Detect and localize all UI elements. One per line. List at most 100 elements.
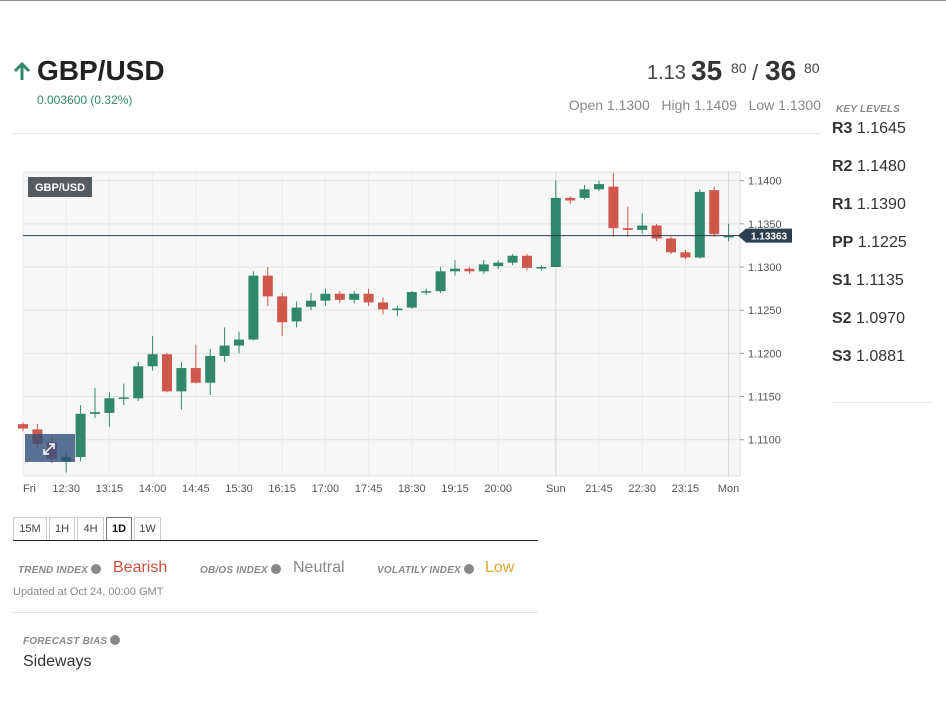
quote-fraction: 80: [731, 60, 747, 76]
candle-body: [464, 268, 475, 272]
candle-body: [363, 293, 374, 303]
quote-pips: 35: [691, 55, 723, 86]
candle-body: [219, 345, 230, 356]
index-label: VOLATILY INDEX: [377, 564, 474, 576]
level-label: S1: [832, 272, 852, 289]
timeframe-button[interactable]: 4H: [77, 517, 104, 541]
change: 0.003600 (0.32%): [37, 93, 133, 107]
candle-body: [104, 398, 115, 413]
candle-body: [147, 354, 158, 367]
x-tick-label: 17:00: [312, 483, 340, 495]
x-tick-label: 23:15: [672, 483, 700, 495]
index-label: TREND INDEX: [18, 564, 101, 576]
x-tick-label: 22:30: [628, 483, 656, 495]
candle-body: [406, 292, 417, 308]
candle-body: [694, 191, 705, 258]
candle-body: [435, 271, 446, 292]
help-icon[interactable]: [270, 564, 281, 574]
index-label-text: OB/OS INDEX: [200, 565, 268, 576]
symbol: GBP/USD: [37, 55, 165, 86]
candle-body: [723, 235, 734, 238]
x-tick-label: 12:30: [52, 483, 80, 495]
candle-body: [522, 255, 532, 268]
level-value: 1.1135: [856, 272, 904, 289]
level-label: R2: [832, 158, 853, 175]
key-level: S2 1.0970: [832, 310, 905, 328]
candle-body: [190, 368, 201, 383]
stat-label: Low: [748, 97, 775, 113]
key-level: PP 1.1225: [832, 234, 907, 252]
x-tick-label: 15:30: [225, 483, 253, 495]
level-label: S2: [832, 310, 852, 327]
y-tick-label: 1.1250: [748, 305, 782, 317]
index-value: Neutral: [293, 559, 345, 576]
index-value: Low: [485, 559, 515, 576]
y-tick-label: 1.1200: [748, 348, 782, 360]
candle-body: [565, 197, 576, 201]
index-label: OB/OS INDEX: [200, 564, 281, 576]
candle-body: [90, 412, 100, 414]
key-level: R2 1.1480: [832, 158, 906, 176]
candle-body: [306, 300, 316, 307]
level-value: 1.1225: [857, 234, 907, 251]
help-icon[interactable]: [463, 564, 474, 574]
level-value: 1.1480: [856, 158, 906, 175]
candle-body: [536, 267, 547, 269]
forecast-label: FORECAST BIAS: [23, 635, 121, 647]
y-tick-label: 1.1300: [748, 262, 782, 274]
timeframe-button[interactable]: 1D: [106, 517, 132, 541]
index-label-text: VOLATILY INDEX: [377, 565, 461, 576]
candle-body: [349, 293, 360, 300]
candle-body: [291, 307, 302, 322]
quote-big: 1.13: [647, 62, 686, 84]
candle-body: [608, 186, 619, 229]
timeframe-button[interactable]: 1W: [134, 517, 161, 541]
y-tick-label: 1.1100: [748, 435, 781, 447]
candle-body: [262, 275, 273, 297]
help-icon[interactable]: [110, 635, 121, 645]
y-tick-label: 1.1150: [748, 392, 781, 404]
candle-body: [118, 397, 129, 399]
x-tick-label: 14:00: [139, 483, 167, 495]
key-level: R3 1.1645: [832, 120, 906, 138]
x-tick-label: 16:15: [268, 483, 296, 495]
x-tick-label: 18:30: [398, 483, 426, 495]
timeframe-button[interactable]: 15M: [13, 517, 47, 541]
index-value: Bearish: [113, 559, 168, 576]
x-tick-label: Sun: [546, 483, 566, 495]
timeframe-button[interactable]: 1H: [49, 517, 75, 541]
candle-body: [666, 238, 676, 253]
candle-body: [579, 189, 590, 198]
expand-icon: [43, 443, 55, 455]
quote-separator: /: [752, 60, 759, 85]
x-tick-label: 17:45: [355, 483, 383, 495]
candle-body: [205, 355, 216, 383]
stat-value: 1.1300: [778, 97, 821, 113]
candle-body: [493, 262, 504, 267]
x-tick-label: 14:45: [182, 483, 210, 495]
candle-body: [392, 308, 403, 311]
candle-body: [507, 255, 518, 263]
help-icon[interactable]: [90, 564, 101, 574]
quote-fraction: 80: [804, 60, 820, 76]
stat-value: 1.1409: [694, 97, 737, 113]
candle-body: [378, 302, 388, 310]
level-value: 1.1390: [856, 196, 906, 213]
index-label-text: TREND INDEX: [18, 565, 88, 576]
candle-body: [320, 293, 331, 301]
level-label: S3: [832, 348, 852, 365]
level-label: PP: [832, 234, 854, 251]
updated: Updated at Oct 24, 00:00 GMT: [13, 586, 164, 598]
key-level: R1 1.1390: [832, 196, 906, 214]
candle-body: [637, 225, 648, 230]
candle-body: [550, 197, 561, 267]
candle-body: [18, 424, 28, 429]
candle-body: [162, 354, 172, 392]
key-level: S3 1.0881: [832, 348, 905, 366]
candle-body: [680, 252, 691, 258]
candle-body: [277, 296, 288, 323]
candle-body: [651, 225, 662, 239]
last-price-label: 1.13363: [751, 232, 788, 243]
x-tick-label: 13:15: [96, 483, 124, 495]
